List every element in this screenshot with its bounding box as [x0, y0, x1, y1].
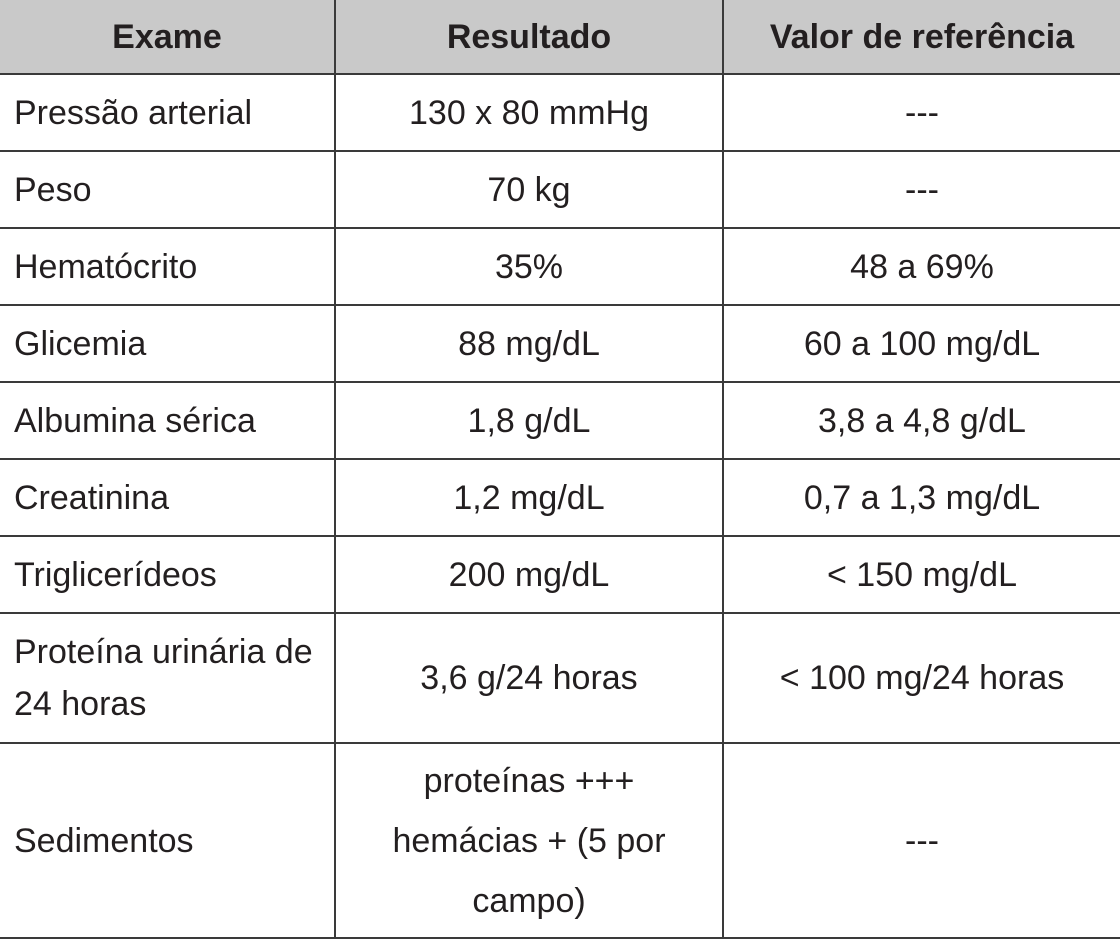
table-cell: Hematócrito — [0, 227, 336, 306]
header-cell: Resultado — [334, 0, 724, 75]
table-cell: 60 a 100 mg/dL — [722, 304, 1120, 383]
table-row: Proteína urinária de 24 horas 3,6 g/24 ho… — [0, 612, 1120, 744]
table-row: Glicemia 88 mg/dL 60 a 100 mg/dL — [0, 304, 1120, 383]
table-cell: 70 kg — [334, 150, 724, 229]
table-row: Creatinina 1,2 mg/dL 0,7 a 1,3 mg/dL — [0, 458, 1120, 537]
table-cell: Albumina sérica — [0, 381, 336, 460]
table-cell: 1,8 g/dL — [334, 381, 724, 460]
table-row: Peso 70 kg --- — [0, 150, 1120, 229]
table-cell: --- — [722, 73, 1120, 152]
table-cell: Proteína urinária de 24 horas — [0, 612, 336, 744]
table-cell: Creatinina — [0, 458, 336, 537]
table-cell: 3,8 a 4,8 g/dL — [722, 381, 1120, 460]
table-cell: --- — [722, 150, 1120, 229]
table-cell: Triglicerídeos — [0, 535, 336, 614]
header-cell: Valor de referência — [722, 0, 1120, 75]
table-row: Sedimentos proteínas +++ hemácias + (5 por… — [0, 742, 1120, 939]
table-cell: Pressão arterial — [0, 73, 336, 152]
table-cell: 88 mg/dL — [334, 304, 724, 383]
table-cell: 3,6 g/24 horas — [334, 612, 724, 744]
table-cell: 200 mg/dL — [334, 535, 724, 614]
table-row: Hematócrito 35% 48 a 69% — [0, 227, 1120, 306]
table-cell: 35% — [334, 227, 724, 306]
table-cell: Peso — [0, 150, 336, 229]
cell-line: hemácias + (5 por campo) — [392, 821, 666, 920]
table-row: Albumina sérica 1,8 g/dL 3,8 a 4,8 g/dL — [0, 381, 1120, 460]
table-cell: 48 a 69% — [722, 227, 1120, 306]
table-cell: 0,7 a 1,3 mg/dL — [722, 458, 1120, 537]
table-cell: proteínas +++ hemácias + (5 por campo) — [334, 742, 724, 939]
table-cell: < 100 mg/24 horas — [722, 612, 1120, 744]
table-cell: --- — [722, 742, 1120, 939]
table-cell: 130 x 80 mmHg — [334, 73, 724, 152]
header-row: Exame Resultado Valor de referência — [0, 0, 1120, 75]
table-cell: Sedimentos — [0, 742, 336, 939]
table-cell: 1,2 mg/dL — [334, 458, 724, 537]
cell-line: proteínas +++ — [423, 761, 635, 800]
table-row: Pressão arterial 130 x 80 mmHg --- — [0, 73, 1120, 152]
table-cell: Glicemia — [0, 304, 336, 383]
header-cell: Exame — [0, 0, 336, 75]
table-cell: < 150 mg/dL — [722, 535, 1120, 614]
table-row: Triglicerídeos 200 mg/dL < 150 mg/dL — [0, 535, 1120, 614]
